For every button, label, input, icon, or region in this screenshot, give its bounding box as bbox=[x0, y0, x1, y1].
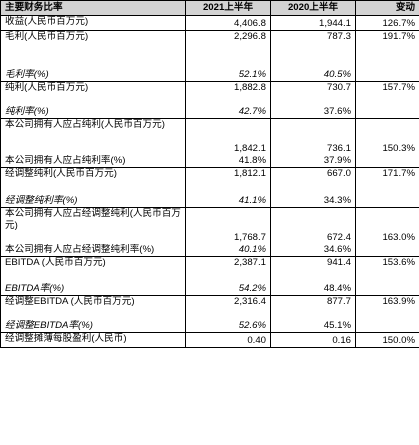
value-2021h1: 1,812.1 bbox=[185, 167, 271, 195]
value-2020h1: 672.4 bbox=[270, 207, 356, 244]
sub-value-2021h1: 40.1% bbox=[185, 244, 271, 257]
sub-value-2020h1: 34.3% bbox=[270, 195, 356, 208]
row-label: 本公司拥有人应占经调整纯利(人民币百万元) bbox=[0, 207, 186, 244]
sub-value-2021h1: 41.8% bbox=[185, 155, 271, 168]
value-change: 157.7% bbox=[355, 81, 419, 106]
row-sub-label: 经调整纯利率(%) bbox=[0, 195, 186, 208]
sub-value-2020h1: 40.5% bbox=[270, 69, 356, 82]
value-change: 150.3% bbox=[355, 118, 419, 155]
row-sub-label: 纯利率(%) bbox=[0, 106, 186, 119]
row-label: 收益(人民币百万元) bbox=[0, 15, 186, 31]
value-2020h1: 787.3 bbox=[270, 30, 356, 69]
sub-value-change bbox=[355, 244, 419, 257]
value-2020h1: 736.1 bbox=[270, 118, 356, 155]
header-2020h1: 2020上半年 bbox=[270, 0, 356, 16]
row-sub-label: 本公司拥有人应占经调整纯利率(%) bbox=[0, 244, 186, 257]
row-label: 经调整EBITDA (人民币百万元) bbox=[0, 295, 186, 320]
row-label: 毛利(人民币百万元) bbox=[0, 30, 186, 69]
value-change: 171.7% bbox=[355, 167, 419, 195]
table-row-sub: 经调整EBITDA率(%) 52.6% 45.1% bbox=[0, 320, 419, 333]
table-row-sub: EBITDA率(%) 54.2% 48.4% bbox=[0, 283, 419, 296]
value-2021h1: 1,842.1 bbox=[185, 118, 271, 155]
row-label: 本公司拥有人应占纯利(人民币百万元) bbox=[0, 118, 186, 155]
value-2021h1: 2,316.4 bbox=[185, 295, 271, 320]
header-label: 主要财务比率 bbox=[0, 0, 186, 16]
value-2020h1: 0.16 bbox=[270, 332, 356, 348]
table-row-sub: 本公司拥有人应占经调整纯利率(%) 40.1% 34.6% bbox=[0, 244, 419, 257]
table-row: 纯利(人民币百万元) 1,882.8 730.7 157.7% bbox=[0, 81, 419, 106]
table-row: 经调整EBITDA (人民币百万元) 2,316.4 877.7 163.9% bbox=[0, 295, 419, 320]
value-change: 163.9% bbox=[355, 295, 419, 320]
sub-value-2020h1: 34.6% bbox=[270, 244, 356, 257]
sub-value-change bbox=[355, 283, 419, 296]
value-2020h1: 877.7 bbox=[270, 295, 356, 320]
value-change: 153.6% bbox=[355, 256, 419, 283]
table-row: 本公司拥有人应占经调整纯利(人民币百万元) 1,768.7 672.4 163.… bbox=[0, 207, 419, 244]
value-2021h1: 2,387.1 bbox=[185, 256, 271, 283]
value-change: 150.0% bbox=[355, 332, 419, 348]
sub-value-2021h1: 54.2% bbox=[185, 283, 271, 296]
value-change: 126.7% bbox=[355, 15, 419, 31]
value-2020h1: 941.4 bbox=[270, 256, 356, 283]
row-label: 经调整摊薄每股盈利(人民币) bbox=[0, 332, 186, 348]
value-2021h1: 0.40 bbox=[185, 332, 271, 348]
value-change: 163.0% bbox=[355, 207, 419, 244]
table-row: 收益(人民币百万元) 4,406.8 1,944.1 126.7% bbox=[0, 15, 419, 31]
sub-value-2020h1: 45.1% bbox=[270, 320, 356, 333]
value-2020h1: 730.7 bbox=[270, 81, 356, 106]
row-sub-label: 经调整EBITDA率(%) bbox=[0, 320, 186, 333]
table-row: 经调整摊薄每股盈利(人民币) 0.40 0.16 150.0% bbox=[0, 332, 419, 348]
sub-value-2020h1: 37.6% bbox=[270, 106, 356, 119]
row-label: 经调整纯利(人民币百万元) bbox=[0, 167, 186, 195]
sub-value-change bbox=[355, 69, 419, 82]
sub-value-change bbox=[355, 106, 419, 119]
table-row: 本公司拥有人应占纯利(人民币百万元) 1,842.1 736.1 150.3% bbox=[0, 118, 419, 155]
table-row-sub: 经调整纯利率(%) 41.1% 34.3% bbox=[0, 195, 419, 208]
table-row: 经调整纯利(人民币百万元) 1,812.1 667.0 171.7% bbox=[0, 167, 419, 195]
sub-value-2021h1: 52.1% bbox=[185, 69, 271, 82]
sub-value-change bbox=[355, 155, 419, 168]
sub-value-2021h1: 42.7% bbox=[185, 106, 271, 119]
value-2021h1: 1,882.8 bbox=[185, 81, 271, 106]
row-label: EBITDA (人民币百万元) bbox=[0, 256, 186, 283]
table-row-sub: 毛利率(%) 52.1% 40.5% bbox=[0, 69, 419, 82]
sub-value-change bbox=[355, 195, 419, 208]
value-2021h1: 4,406.8 bbox=[185, 15, 271, 31]
value-2020h1: 667.0 bbox=[270, 167, 356, 195]
header-2021h1: 2021上半年 bbox=[185, 0, 271, 16]
header-change: 变动 bbox=[355, 0, 419, 16]
table-row: EBITDA (人民币百万元) 2,387.1 941.4 153.6% bbox=[0, 256, 419, 283]
sub-value-2021h1: 52.6% bbox=[185, 320, 271, 333]
sub-value-2020h1: 37.9% bbox=[270, 155, 356, 168]
row-sub-label: EBITDA率(%) bbox=[0, 283, 186, 296]
sub-value-2020h1: 48.4% bbox=[270, 283, 356, 296]
value-2020h1: 1,944.1 bbox=[270, 15, 356, 31]
table-row-sub: 纯利率(%) 42.7% 37.6% bbox=[0, 106, 419, 119]
sub-value-2021h1: 41.1% bbox=[185, 195, 271, 208]
table-header-row: 主要财务比率 2021上半年 2020上半年 变动 bbox=[0, 0, 419, 16]
table-row: 毛利(人民币百万元) 2,296.8 787.3 191.7% bbox=[0, 30, 419, 69]
value-change: 191.7% bbox=[355, 30, 419, 69]
value-2021h1: 1,768.7 bbox=[185, 207, 271, 244]
sub-value-change bbox=[355, 320, 419, 333]
value-2021h1: 2,296.8 bbox=[185, 30, 271, 69]
row-label: 纯利(人民币百万元) bbox=[0, 81, 186, 106]
table-row-sub: 本公司拥有人应占纯利率(%) 41.8% 37.9% bbox=[0, 155, 419, 168]
row-sub-label: 本公司拥有人应占纯利率(%) bbox=[0, 155, 186, 168]
financial-ratios-table: 主要财务比率 2021上半年 2020上半年 变动 收益(人民币百万元) 4,4… bbox=[0, 0, 419, 348]
row-sub-label: 毛利率(%) bbox=[0, 69, 186, 82]
